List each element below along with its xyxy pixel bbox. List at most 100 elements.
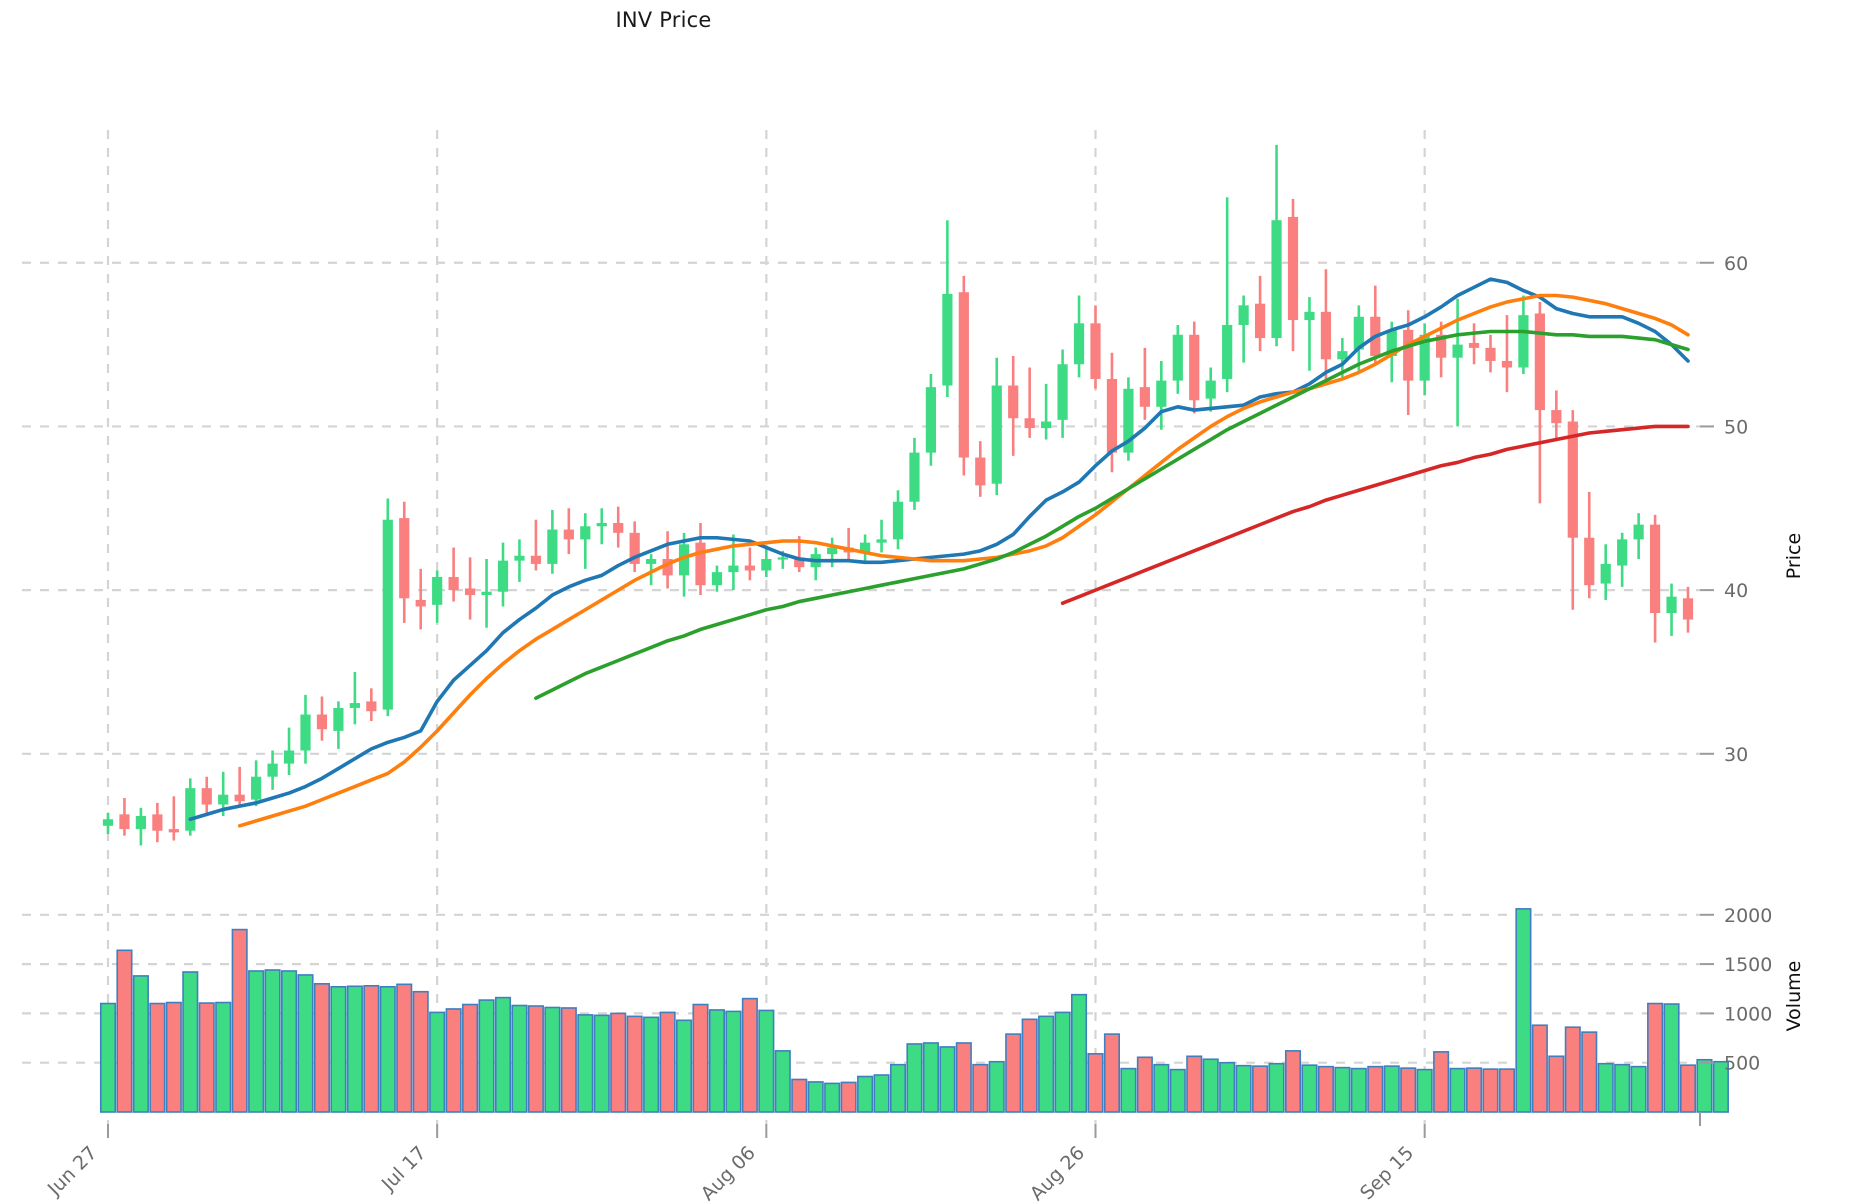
candlestick bbox=[975, 441, 986, 497]
volume-bar bbox=[1169, 1068, 1186, 1113]
candlestick bbox=[283, 727, 295, 776]
candlestick bbox=[596, 508, 607, 545]
volume-bar bbox=[330, 985, 347, 1113]
price-tick-label: 60 bbox=[1724, 253, 1748, 275]
candlestick bbox=[1304, 297, 1315, 371]
candle-body bbox=[662, 559, 673, 576]
volume-bar bbox=[1350, 1067, 1367, 1113]
candlestick bbox=[1567, 410, 1578, 610]
candle-body bbox=[1205, 380, 1216, 399]
volume-bar bbox=[1005, 1033, 1022, 1113]
candlestick bbox=[629, 521, 640, 573]
volume-bar bbox=[149, 1002, 166, 1113]
volume-bar bbox=[725, 1010, 742, 1113]
candle-body bbox=[876, 539, 887, 543]
candlestick bbox=[1222, 197, 1233, 393]
volume-bars-group bbox=[99, 908, 1729, 1113]
volume-bar bbox=[527, 1005, 544, 1113]
candlestick bbox=[1320, 269, 1332, 381]
candle-body bbox=[777, 557, 788, 560]
candlestick bbox=[267, 750, 278, 790]
volume-bar bbox=[511, 1004, 528, 1113]
candle-body bbox=[464, 588, 476, 596]
volume-bar bbox=[1400, 1067, 1417, 1113]
candlestick bbox=[530, 519, 542, 571]
volume-tick-label: 2000 bbox=[1724, 905, 1772, 927]
candlestick bbox=[761, 545, 772, 578]
x-tick-label: Jun 27 bbox=[43, 1142, 102, 1201]
candlestick bbox=[514, 539, 525, 582]
candle-body bbox=[497, 560, 509, 592]
candle-body bbox=[514, 555, 525, 561]
candle-body bbox=[1041, 421, 1052, 429]
candle-body bbox=[1666, 596, 1677, 614]
volume-bar bbox=[363, 984, 380, 1113]
candle-body bbox=[1452, 344, 1463, 358]
candle-body bbox=[300, 714, 311, 751]
candlestick bbox=[1073, 295, 1085, 378]
volume-bar bbox=[198, 1002, 215, 1113]
volume-axis-group: 2000 1500 1000 500 bbox=[1699, 905, 1772, 1126]
candle-body bbox=[1073, 323, 1085, 365]
candle-body bbox=[678, 544, 690, 576]
candle-body bbox=[859, 542, 871, 553]
x-tick-label: Aug 06 bbox=[697, 1142, 760, 1202]
candlestick bbox=[201, 776, 212, 813]
volume-bar bbox=[1136, 1056, 1153, 1113]
candlestick bbox=[859, 534, 871, 564]
price-tick-label: 40 bbox=[1724, 580, 1748, 602]
candle-body bbox=[234, 794, 245, 802]
volume-bar bbox=[758, 1009, 775, 1113]
volume-bar bbox=[708, 1009, 726, 1113]
candle-body bbox=[415, 599, 426, 607]
volume-bar bbox=[1581, 1031, 1598, 1113]
volume-bar bbox=[264, 969, 281, 1113]
candle-body bbox=[1172, 334, 1183, 381]
volume-bar bbox=[1548, 1055, 1565, 1113]
volume-bar bbox=[1449, 1067, 1466, 1113]
candlestick bbox=[728, 534, 739, 591]
candle-body bbox=[1468, 342, 1480, 348]
candle-body bbox=[201, 788, 212, 805]
candlestick bbox=[1238, 295, 1249, 363]
candlestick bbox=[892, 490, 904, 550]
volume-bar bbox=[544, 1006, 561, 1113]
candlestick bbox=[909, 437, 920, 510]
volume-bar bbox=[1696, 1058, 1713, 1113]
volume-bar bbox=[1268, 1062, 1285, 1113]
candlestick bbox=[1600, 544, 1611, 600]
volume-tick-label: 1000 bbox=[1724, 1003, 1772, 1025]
candle-body bbox=[481, 591, 492, 596]
candlestick bbox=[1287, 198, 1299, 352]
candlestick bbox=[333, 701, 344, 749]
x-axis-group: Jun 27 Jul 17 Aug 06 Aug 26 Sep 15 bbox=[43, 1124, 1426, 1202]
candle-body bbox=[1353, 316, 1364, 350]
volume-bar bbox=[741, 997, 758, 1113]
candlestick bbox=[464, 557, 476, 620]
x-tick-label: Sep 15 bbox=[1356, 1142, 1418, 1202]
volume-axis-title: Volume bbox=[1783, 961, 1805, 1032]
candlestick bbox=[662, 531, 673, 589]
candle-body bbox=[1649, 524, 1661, 614]
candle-body bbox=[1551, 410, 1562, 424]
candlestick bbox=[1172, 324, 1183, 394]
candlestick bbox=[1353, 305, 1364, 371]
volume-bar bbox=[1564, 1026, 1581, 1113]
volume-bar bbox=[1482, 1068, 1499, 1113]
candlestick bbox=[1403, 310, 1414, 415]
candlestick bbox=[1501, 315, 1513, 393]
candlestick bbox=[448, 547, 459, 602]
candle-body bbox=[761, 559, 772, 571]
candle-body bbox=[728, 565, 739, 573]
volume-bar bbox=[462, 1003, 479, 1113]
candlestick bbox=[580, 513, 591, 569]
volume-bar bbox=[1284, 1050, 1302, 1113]
volume-bar bbox=[1087, 1053, 1104, 1113]
volume-bar bbox=[297, 974, 314, 1113]
volume-tick-label: 500 bbox=[1724, 1053, 1760, 1075]
candle-body bbox=[1304, 311, 1315, 321]
candle-body bbox=[119, 814, 130, 830]
candlestick bbox=[1468, 323, 1480, 365]
volume-bar bbox=[346, 985, 363, 1113]
candle-body bbox=[1057, 364, 1068, 420]
